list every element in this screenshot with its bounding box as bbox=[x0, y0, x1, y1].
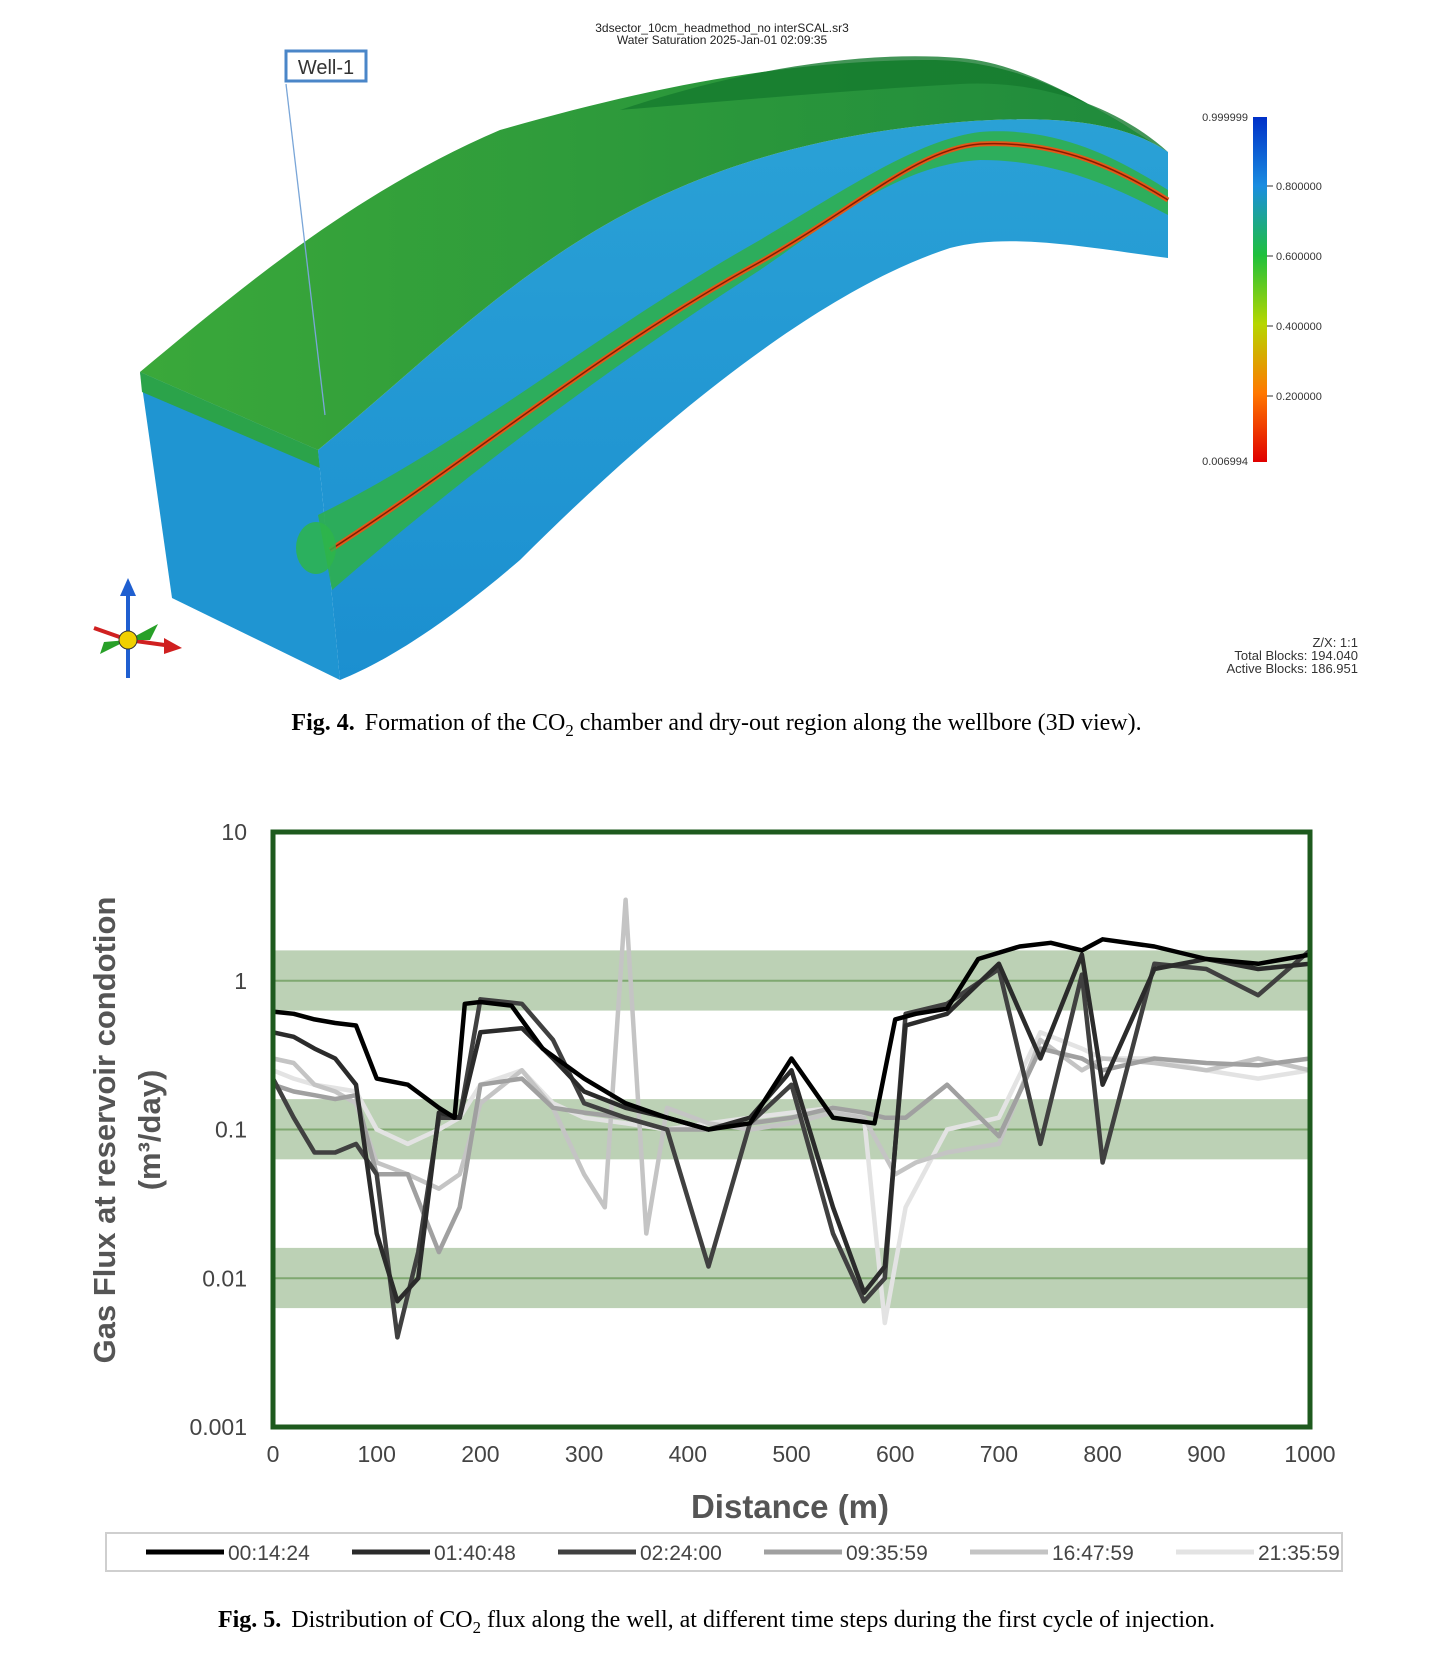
injection-zone-blob bbox=[296, 522, 336, 574]
colorbar-tick-3: 0.200000 bbox=[1276, 391, 1322, 403]
figure-4-caption: Fig. 4. Formation of the CO2 chamber and … bbox=[0, 710, 1433, 741]
y-tick-label-1: 1 bbox=[234, 968, 247, 994]
plot-frame bbox=[270, 829, 1313, 1430]
fig4-caption-post: chamber and dry-out region along the wel… bbox=[573, 710, 1142, 736]
fig4-caption-sub: 2 bbox=[565, 720, 574, 740]
x-axis-ticks: 0 100 200 300 400 500 600 700 800 900 1000 bbox=[267, 1441, 1336, 1467]
well-trajectory bbox=[285, 83, 326, 416]
x-tick-label-9: 900 bbox=[1187, 1441, 1225, 1467]
legend-label-5: 21:35:59 bbox=[1258, 1542, 1340, 1565]
fig4-title-line2: Water Saturation 2025-Jan-01 02:09:35 bbox=[617, 33, 828, 47]
y-tick-label-3: 0.01 bbox=[202, 1265, 247, 1291]
fig4-title-line1: 3dsector_10cm_headmethod_no interSCAL.sr… bbox=[595, 21, 849, 35]
well-label-box bbox=[284, 49, 368, 83]
fig4-caption-label: Fig. 4. bbox=[291, 710, 355, 736]
legend-label-3: 09:35:59 bbox=[846, 1542, 928, 1565]
legend-label-1: 01:40:48 bbox=[434, 1542, 516, 1565]
colorbar-top-value: 0.999999 bbox=[1202, 112, 1248, 124]
x-tick-label-1: 100 bbox=[358, 1441, 396, 1467]
block-top-crest bbox=[620, 56, 1168, 153]
series-lines bbox=[270, 897, 1313, 1340]
fig5-caption-post: flux along the well, at different time s… bbox=[481, 1607, 1216, 1633]
y-axis-ticks: 10 1 0.1 0.01 0.001 bbox=[189, 819, 247, 1440]
y-axis-label-line2: (m³/day) bbox=[132, 1070, 167, 1191]
x-tick-label-8: 800 bbox=[1083, 1441, 1121, 1467]
series-line-2 bbox=[270, 948, 1313, 1340]
total-blocks: Total Blocks: 194.040 bbox=[1234, 648, 1358, 663]
x-tick-label-4: 400 bbox=[669, 1441, 707, 1467]
fig5-caption-sub: 2 bbox=[472, 1617, 482, 1637]
axis-triad-icon bbox=[93, 578, 182, 678]
x-tick-label-3: 300 bbox=[565, 1441, 603, 1467]
fig4-caption-pre: Formation of the CO bbox=[364, 710, 566, 736]
active-blocks: Active Blocks: 186.951 bbox=[1226, 661, 1358, 676]
x-tick-label-2: 200 bbox=[461, 1441, 499, 1467]
x-tick-label-6: 600 bbox=[876, 1441, 914, 1467]
band-centerlines bbox=[273, 979, 1310, 1280]
y-tick-label-2: 0.1 bbox=[215, 1117, 247, 1143]
fig5-caption-label: Fig. 5. bbox=[217, 1607, 282, 1633]
x-tick-label-0: 0 bbox=[267, 1441, 280, 1467]
block-side-face bbox=[318, 119, 1168, 680]
legend: 00:14:24 01:40:48 02:24:00 09:35:59 16:47:59… bbox=[146, 1542, 1340, 1565]
colorbar-tick-0: 0.800000 bbox=[1276, 181, 1322, 193]
colorbar-bottom-value: 0.006994 bbox=[1202, 456, 1248, 468]
well-label: Well-1 bbox=[298, 57, 354, 79]
zx-ratio: Z/X: 1:1 bbox=[1312, 635, 1358, 650]
x-tick-label-7: 700 bbox=[980, 1441, 1018, 1467]
x-tick-label-10: 1000 bbox=[1284, 1441, 1335, 1467]
colorbar bbox=[1253, 117, 1267, 462]
legend-label-4: 16:47:59 bbox=[1052, 1542, 1134, 1565]
figure-4-3d-view: 3dsector_10cm_headmethod_no interSCAL.sr… bbox=[93, 21, 1358, 680]
block-front-top-strip bbox=[140, 372, 320, 468]
x-axis-label: Distance (m) bbox=[691, 1488, 889, 1525]
legend-label-2: 02:24:00 bbox=[640, 1542, 722, 1565]
y-tick-label-4: 0.001 bbox=[189, 1414, 247, 1440]
colorbar-ticks: 0.800000 0.600000 0.400000 0.200000 bbox=[1267, 181, 1322, 403]
y-axis-label-line1: Gas Flux at reservoir condotion bbox=[87, 897, 122, 1364]
x-tick-label-5: 500 bbox=[772, 1441, 810, 1467]
colorbar-tick-2: 0.400000 bbox=[1276, 321, 1322, 333]
block-top-face bbox=[140, 60, 1168, 450]
legend-label-0: 00:14:24 bbox=[228, 1542, 310, 1565]
legend-box bbox=[105, 1532, 1343, 1572]
fig5-caption-pre: Distribution of CO bbox=[291, 1607, 473, 1633]
series-line-0 bbox=[270, 937, 1313, 1132]
figure-5-chart: 10 1 0.1 0.01 0.001 0 100 200 300 400 500 600 700 80… bbox=[87, 819, 1343, 1572]
y-tick-label-0: 10 bbox=[221, 819, 247, 845]
colorbar-tick-1: 0.600000 bbox=[1276, 251, 1322, 263]
dry-out-core bbox=[329, 142, 1169, 551]
series-line-4 bbox=[270, 897, 1313, 1236]
figure-5-caption: Fig. 5. Distribution of CO2 flux along th… bbox=[0, 1607, 1433, 1638]
